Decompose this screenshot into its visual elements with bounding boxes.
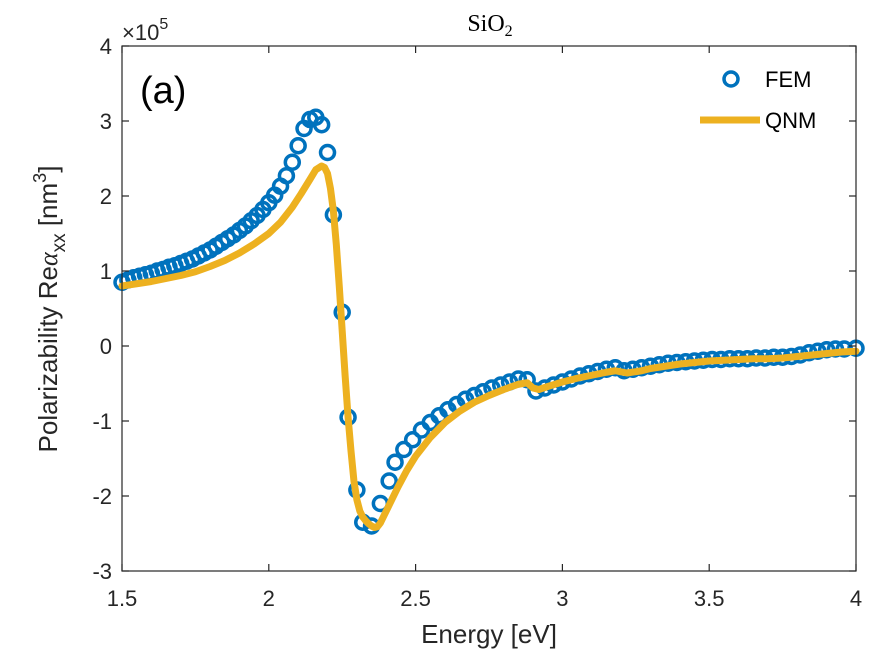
axis-ticks: 1.5 2 2.5 3 3.5 4 -3 -2 -1 0 1 2 3 4 xyxy=(92,34,862,611)
y-tick-label: 4 xyxy=(100,34,112,59)
y-tick-label: -1 xyxy=(92,409,112,434)
y-tick-label: 2 xyxy=(100,184,112,209)
x-tick-label: 3.5 xyxy=(694,586,725,611)
legend-fem-marker xyxy=(722,70,740,88)
y-axis-unit-superscript: 3 xyxy=(30,173,50,183)
fem-point xyxy=(289,137,307,155)
y-axis-label: Polarizability Reαxx [nm3] xyxy=(30,166,70,453)
x-tick-label: 1.5 xyxy=(107,586,138,611)
fem-point xyxy=(606,359,624,377)
y-tick-label: -3 xyxy=(92,559,112,584)
qnm-line xyxy=(118,162,860,531)
y-multiplier-exponent: 5 xyxy=(159,16,168,33)
chart-title: SiO2 xyxy=(467,11,512,40)
qnm-series xyxy=(118,162,860,531)
fem-point xyxy=(277,167,296,185)
fem-point xyxy=(312,116,331,134)
x-tick-label: 2 xyxy=(263,586,275,611)
x-axis-label: Energy [eV] xyxy=(421,619,557,649)
y-tick-label: -2 xyxy=(92,484,112,509)
legend: FEM QNM xyxy=(700,67,816,133)
fem-point xyxy=(380,472,398,490)
fem-point xyxy=(395,440,413,459)
plot-frame xyxy=(121,45,857,572)
fem-point xyxy=(318,143,337,162)
fem-point xyxy=(283,153,302,171)
y-tick-label: 0 xyxy=(100,334,112,359)
y-tick-label: 3 xyxy=(100,109,112,134)
y-axis-subscript: xx xyxy=(49,233,70,253)
y-multiplier: ×105 xyxy=(122,16,168,45)
legend-fem-label: FEM xyxy=(765,67,811,92)
x-tick-label: 2.5 xyxy=(400,586,431,611)
x-tick-label: 4 xyxy=(850,586,862,611)
panel-label: (a) xyxy=(140,70,186,112)
x-tick-label: 3 xyxy=(556,586,568,611)
legend-qnm-label: QNM xyxy=(765,108,816,133)
title-subscript: 2 xyxy=(505,23,513,40)
fem-point xyxy=(386,453,404,471)
y-axis-symbol: α xyxy=(34,251,63,266)
plot-area xyxy=(122,46,856,571)
y-tick-label: 1 xyxy=(100,259,112,284)
fem-point xyxy=(403,431,422,449)
